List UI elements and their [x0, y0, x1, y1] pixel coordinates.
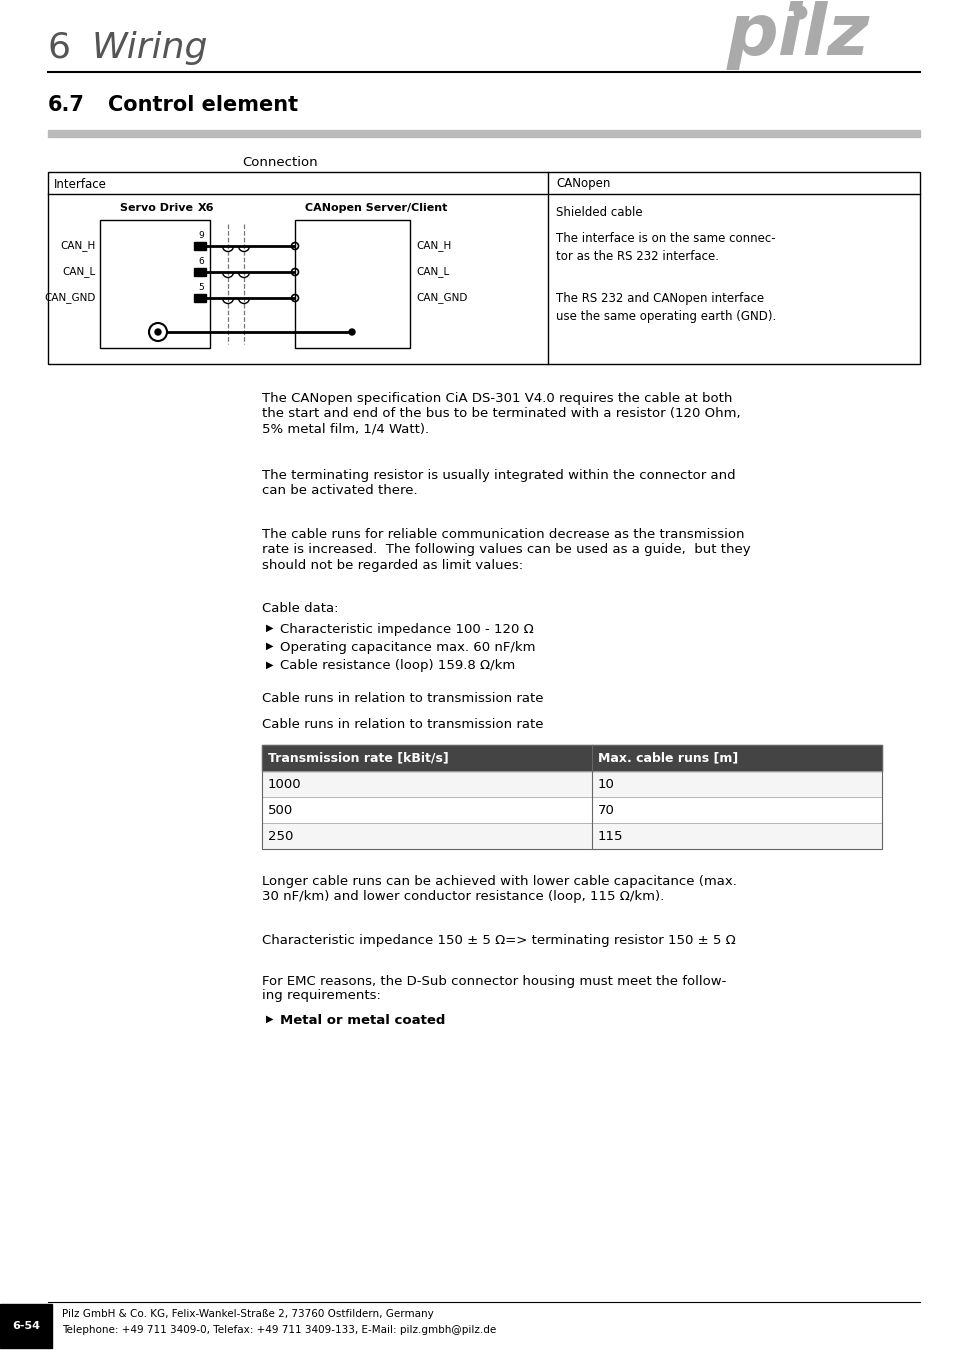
Text: 5: 5: [198, 284, 204, 293]
Text: Transmission rate [kBit/s]: Transmission rate [kBit/s]: [268, 752, 448, 764]
Text: 6: 6: [198, 258, 204, 266]
Bar: [0, 1304, 52, 1349]
Text: 6: 6: [48, 31, 71, 65]
Text: Pilz GmbH & Co. KG, Felix-Wankel-Straße 2, 73760 Ostfildern, Germany: Pilz GmbH & Co. KG, Felix-Wankel-Straße …: [62, 1310, 434, 1319]
Text: Telephone: +49 711 3409-0, Telefax: +49 711 3409-133, E-Mail: pilz.gmbh@pilz.de: Telephone: +49 711 3409-0, Telefax: +49 …: [62, 1324, 496, 1335]
Bar: [193, 269, 206, 275]
Text: 500: 500: [268, 803, 293, 817]
Text: Metal or metal coated: Metal or metal coated: [280, 1014, 445, 1026]
Text: ▶: ▶: [266, 660, 274, 670]
Text: CANopen Server/Client: CANopen Server/Client: [305, 202, 447, 213]
Bar: [48, 171, 919, 364]
Text: CANopen: CANopen: [556, 177, 610, 190]
Text: Control element: Control element: [108, 95, 297, 115]
Bar: [262, 824, 592, 849]
Text: For EMC reasons, the D-Sub connector housing must meet the follow-
ing requireme: For EMC reasons, the D-Sub connector hou…: [262, 975, 725, 1003]
Text: CAN_L: CAN_L: [63, 266, 96, 278]
Bar: [592, 771, 882, 796]
Text: Cable runs in relation to transmission rate: Cable runs in relation to transmission r…: [262, 693, 543, 705]
Bar: [262, 745, 882, 849]
Text: 1000: 1000: [268, 778, 301, 791]
Text: Interface: Interface: [54, 177, 107, 190]
Text: CAN_L: CAN_L: [416, 266, 449, 278]
Bar: [193, 242, 206, 250]
Text: Characteristic impedance 150 ± 5 Ω=> terminating resistor 150 ± 5 Ω: Characteristic impedance 150 ± 5 Ω=> ter…: [262, 934, 735, 946]
Text: ▶: ▶: [266, 641, 274, 651]
Bar: [294, 220, 410, 348]
Text: Servo Drive: Servo Drive: [120, 202, 193, 213]
Bar: [262, 771, 592, 796]
Circle shape: [154, 329, 161, 335]
Text: CAN_GND: CAN_GND: [45, 293, 96, 304]
Bar: [100, 220, 210, 348]
Bar: [592, 796, 882, 824]
Text: ▶: ▶: [266, 1014, 274, 1023]
Circle shape: [349, 329, 355, 335]
Text: 6.7: 6.7: [48, 95, 85, 115]
Bar: [592, 824, 882, 849]
Text: Cable runs in relation to transmission rate: Cable runs in relation to transmission r…: [262, 718, 543, 732]
Text: 10: 10: [598, 778, 615, 791]
Text: CAN_GND: CAN_GND: [416, 293, 467, 304]
Text: 115: 115: [598, 829, 623, 842]
Text: The RS 232 and CANopen interface
use the same operating earth (GND).: The RS 232 and CANopen interface use the…: [556, 292, 776, 323]
Text: ▶: ▶: [266, 622, 274, 633]
Text: The cable runs for reliable communication decrease as the transmission
rate is i: The cable runs for reliable communicatio…: [262, 528, 750, 571]
Text: 250: 250: [268, 829, 294, 842]
Bar: [48, 130, 919, 136]
Text: 9: 9: [198, 231, 204, 240]
Text: The interface is on the same connec-
tor as the RS 232 interface.: The interface is on the same connec- tor…: [556, 232, 775, 263]
Text: CAN_H: CAN_H: [416, 240, 451, 251]
Text: pilz: pilz: [726, 0, 869, 69]
Text: Connection: Connection: [242, 155, 317, 169]
Text: Wiring: Wiring: [91, 31, 208, 65]
Text: Cable data:: Cable data:: [262, 602, 338, 616]
Text: Characteristic impedance 100 - 120 Ω: Characteristic impedance 100 - 120 Ω: [280, 622, 533, 636]
Text: 70: 70: [598, 803, 615, 817]
Text: Cable resistance (loop) 159.8 Ω/km: Cable resistance (loop) 159.8 Ω/km: [280, 660, 515, 672]
Text: Max. cable runs [m]: Max. cable runs [m]: [598, 752, 738, 764]
Bar: [262, 796, 592, 824]
Bar: [262, 745, 592, 771]
Bar: [592, 745, 882, 771]
Text: Operating capacitance max. 60 nF/km: Operating capacitance max. 60 nF/km: [280, 641, 535, 653]
Text: Longer cable runs can be achieved with lower cable capacitance (max.
30 nF/km) a: Longer cable runs can be achieved with l…: [262, 875, 736, 903]
Text: Shielded cable: Shielded cable: [556, 207, 642, 219]
Text: CAN_H: CAN_H: [61, 240, 96, 251]
Bar: [193, 294, 206, 302]
Text: X6: X6: [198, 202, 214, 213]
Text: The terminating resistor is usually integrated within the connector and
can be a: The terminating resistor is usually inte…: [262, 470, 735, 498]
Text: The CANopen specification CiA DS-301 V4.0 requires the cable at both
the start a: The CANopen specification CiA DS-301 V4.…: [262, 392, 740, 435]
Text: 6-54: 6-54: [12, 1322, 40, 1331]
